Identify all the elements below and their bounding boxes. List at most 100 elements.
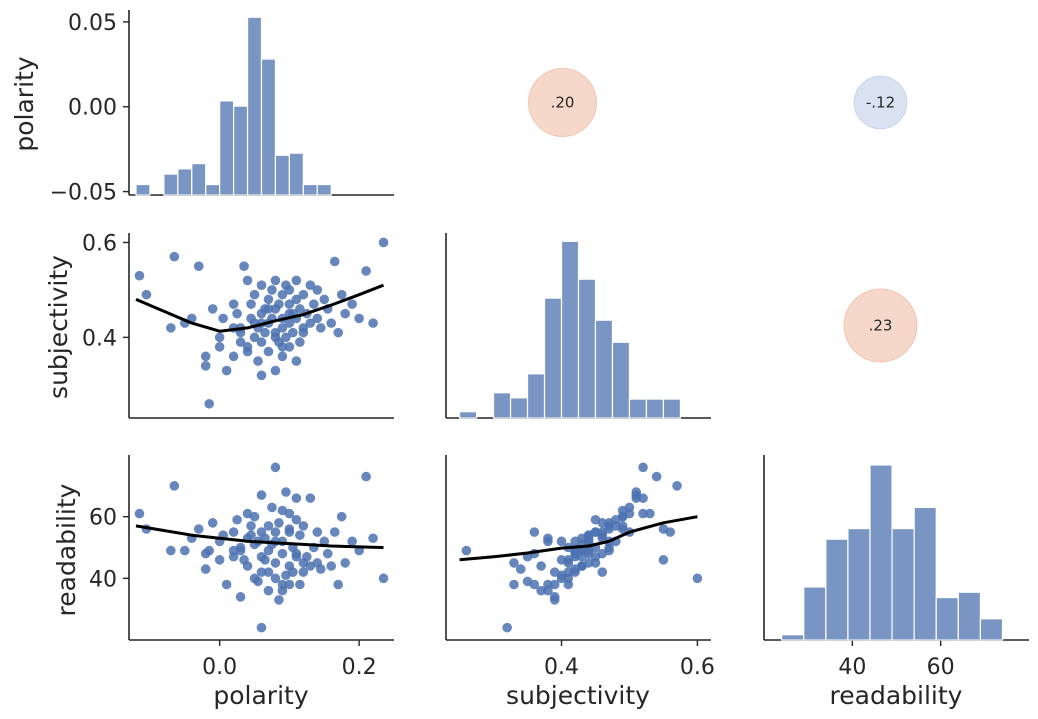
scatter-point-subjectivity-vs-polarity: [263, 294, 274, 305]
scatter-point-readability-vs-subjectivity: [597, 567, 608, 577]
scatter-point-subjectivity-vs-polarity: [368, 318, 378, 328]
scatter-point-readability-vs-subjectivity: [543, 533, 553, 544]
hist-bar-readability-4: [869, 464, 893, 641]
scatter-point-subjectivity-vs-polarity: [193, 261, 204, 272]
scatter-point-readability-vs-polarity: [256, 551, 267, 562]
scatter-point-readability-vs-polarity: [235, 592, 246, 602]
scatter-point-subjectivity-vs-polarity: [204, 398, 214, 409]
scatter-point-readability-vs-polarity: [267, 502, 277, 513]
scatter-point-readability-vs-subjectivity: [617, 521, 628, 531]
scatter-point-readability-vs-subjectivity: [583, 533, 594, 544]
hist-bar-subjectivity-12: [662, 398, 682, 419]
scatter-point-readability-vs-polarity: [319, 536, 330, 547]
xtick-subjectivity-1: 0.6: [680, 655, 715, 680]
ylabel-readability: readability: [52, 483, 81, 616]
xlabel-subjectivity: subjectivity: [506, 681, 650, 710]
scatter-point-subjectivity-vs-polarity: [284, 318, 295, 328]
scatter-point-readability-vs-subjectivity: [509, 579, 519, 590]
scatter-point-subjectivity-vs-polarity: [305, 318, 316, 328]
scatter-point-readability-vs-polarity: [274, 595, 284, 605]
scatter-point-readability-vs-subjectivity: [502, 622, 512, 633]
hist-bar-polarity-2: [163, 173, 179, 196]
scatter-point-subjectivity-vs-polarity: [267, 285, 277, 295]
scatter-point-subjectivity-vs-polarity: [263, 304, 274, 314]
scatter-point-readability-vs-subjectivity: [638, 493, 648, 503]
ytick-subjectivity-0: 0.4: [82, 326, 117, 351]
scatter-point-subjectivity-vs-polarity: [291, 275, 302, 286]
scatter-point-readability-vs-polarity: [284, 527, 295, 537]
hist-bar-subjectivity-0: [458, 411, 478, 419]
scatter-point-subjectivity-vs-polarity: [326, 318, 337, 328]
scatter-point-readability-vs-subjectivity: [604, 545, 614, 556]
hist-bar-polarity-12: [302, 183, 318, 196]
scatter-point-readability-vs-subjectivity: [577, 551, 587, 562]
scatter-point-subjectivity-vs-polarity: [281, 332, 291, 343]
scatter-point-readability-vs-polarity: [232, 514, 242, 525]
scatter-point-readability-vs-polarity: [193, 524, 204, 534]
scatter-point-subjectivity-vs-polarity: [228, 351, 239, 362]
hist-bar-readability-9: [979, 618, 1004, 641]
scatter-point-readability-vs-subjectivity: [529, 527, 540, 537]
scatter-point-readability-vs-polarity: [235, 545, 246, 556]
hist-bar-subjectivity-9: [611, 341, 631, 419]
scatter-point-subjectivity-vs-polarity: [235, 337, 246, 347]
xtick-polarity-1: 0.2: [342, 655, 377, 680]
scatter-point-readability-vs-polarity: [179, 545, 190, 556]
scatter-point-subjectivity-vs-polarity: [288, 327, 298, 338]
scatter-point-subjectivity-vs-polarity: [277, 351, 288, 362]
scatter-point-readability-vs-polarity: [312, 527, 323, 537]
ytick-polarity-0: −0.05: [50, 181, 117, 206]
scatter-point-subjectivity-vs-polarity: [361, 266, 371, 276]
scatter-point-subjectivity-vs-polarity: [336, 289, 347, 300]
scatter-point-subjectivity-vs-polarity: [228, 299, 239, 309]
scatter-point-subjectivity-vs-polarity: [221, 365, 232, 376]
scatter-point-readability-vs-subjectivity: [604, 524, 614, 534]
hist-bar-subjectivity-4: [526, 373, 546, 419]
ylabel-subjectivity: subjectivity: [44, 255, 73, 399]
scatter-point-subjectivity-vs-polarity: [277, 323, 288, 333]
scatter-point-readability-vs-polarity: [253, 576, 263, 587]
hist-bar-readability-1: [803, 586, 827, 641]
scatter-point-subjectivity-vs-polarity: [312, 285, 323, 295]
scatter-point-readability-vs-polarity: [263, 567, 274, 577]
hist-bar-polarity-3: [177, 168, 193, 196]
scatter-point-subjectivity-vs-polarity: [354, 313, 364, 324]
hist-bar-polarity-6: [219, 100, 235, 196]
scatter-point-subjectivity-vs-polarity: [284, 299, 295, 309]
scatter-point-readability-vs-subjectivity: [651, 471, 662, 482]
hist-bar-polarity-0: [135, 183, 151, 196]
scatter-point-subjectivity-vs-polarity: [239, 261, 249, 272]
scatter-point-readability-vs-polarity: [288, 567, 298, 577]
scatter-point-readability-vs-polarity: [270, 527, 281, 537]
scatter-point-readability-vs-polarity: [204, 545, 214, 556]
hist-bar-polarity-5: [205, 183, 221, 196]
ytick-subjectivity-1: 0.6: [82, 231, 117, 256]
corr-label-subjectivity-readability: .23: [869, 317, 893, 335]
scatter-point-readability-vs-polarity: [242, 561, 253, 571]
scatter-point-subjectivity-vs-polarity: [270, 365, 281, 376]
scatter-point-readability-vs-subjectivity: [536, 561, 546, 571]
scatter-point-subjectivity-vs-polarity: [309, 299, 319, 309]
scatter-point-readability-vs-polarity: [166, 545, 176, 556]
scatter-point-readability-vs-polarity: [322, 548, 333, 559]
scatter-point-subjectivity-vs-polarity: [207, 304, 218, 314]
scatter-point-readability-vs-polarity: [295, 579, 305, 590]
xtick-subjectivity-0: 0.4: [544, 655, 579, 680]
scatter-point-subjectivity-vs-polarity: [270, 332, 281, 343]
hist-bar-subjectivity-10: [628, 398, 648, 419]
scatter-point-subjectivity-vs-polarity: [291, 294, 302, 305]
lowess-line-readability-vs-subjectivity: [459, 515, 698, 562]
scatter-point-readability-vs-subjectivity: [461, 545, 472, 556]
scatter-point-subjectivity-vs-polarity: [333, 327, 344, 338]
scatter-point-readability-vs-subjectivity: [556, 536, 567, 547]
scatter-point-readability-vs-polarity: [291, 514, 302, 525]
scatter-point-subjectivity-vs-polarity: [347, 299, 357, 309]
scatter-point-readability-vs-polarity: [329, 527, 340, 537]
scatter-point-readability-vs-polarity: [256, 490, 267, 500]
scatter-point-readability-vs-subjectivity: [665, 527, 676, 537]
scatter-point-readability-vs-subjectivity: [549, 595, 560, 605]
scatter-point-readability-vs-polarity: [270, 558, 281, 568]
scatter-point-readability-vs-polarity: [249, 511, 260, 522]
scatter-point-readability-vs-polarity: [246, 521, 256, 531]
scatter-point-readability-vs-polarity: [340, 558, 350, 568]
